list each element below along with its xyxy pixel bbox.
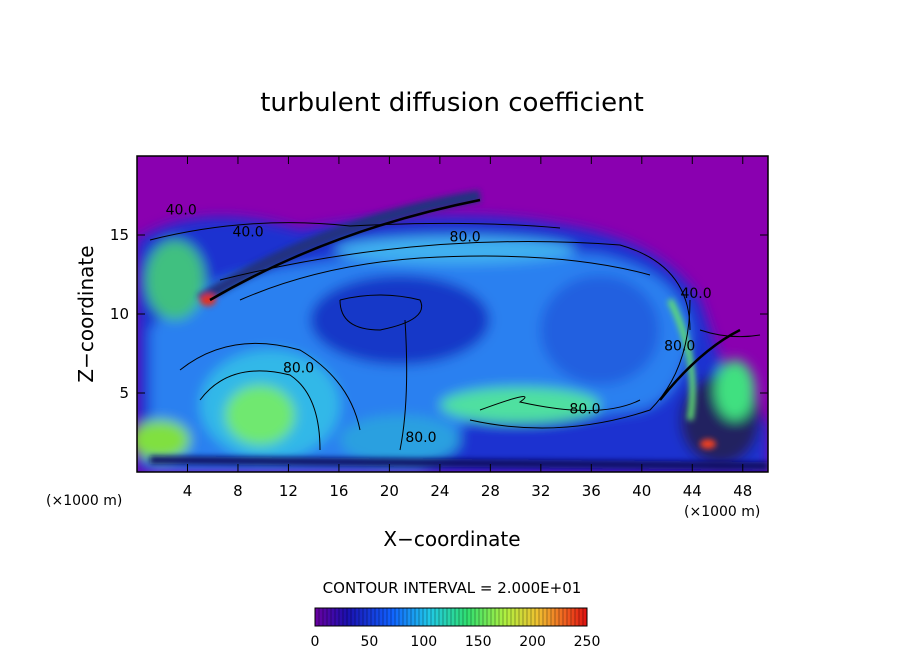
heatmap-field — [137, 156, 768, 472]
x-tick-label: 8 — [233, 482, 243, 500]
y-tick-label: 5 — [119, 384, 129, 402]
contour-label: 80.0 — [450, 229, 481, 245]
x-axis-label: X−coordinate — [383, 527, 520, 551]
x-tick-label: 20 — [380, 482, 399, 500]
x-tick-label: 4 — [183, 482, 193, 500]
x-tick-label: 36 — [582, 482, 601, 500]
contour-label: 80.0 — [664, 338, 695, 354]
x-tick-label: 24 — [430, 482, 449, 500]
colorbar-tick-label: 250 — [574, 634, 601, 650]
x-tick-label: 16 — [329, 482, 348, 500]
x-unit-left: (×1000 m) — [46, 493, 122, 509]
colorbar-tick-label: 150 — [465, 634, 492, 650]
y-tick-label: 15 — [110, 226, 129, 244]
contour-label: 80.0 — [405, 430, 436, 446]
colorbar-tick-label: 200 — [519, 634, 546, 650]
x-tick-label: 12 — [279, 482, 298, 500]
contour-label: 80.0 — [283, 360, 314, 376]
chart-title: turbulent diffusion coefficient — [260, 88, 644, 118]
contour-label: 80.0 — [569, 402, 600, 418]
colorbar-tick-label: 0 — [311, 634, 320, 650]
contour-label: 40.0 — [166, 202, 197, 218]
y-axis-label: Z−coordinate — [74, 245, 98, 382]
x-unit-right: (×1000 m) — [684, 504, 760, 520]
colorbar-tick-label: 100 — [410, 634, 437, 650]
x-tick-label: 28 — [481, 482, 500, 500]
x-tick-label: 48 — [733, 482, 752, 500]
contour-label: 40.0 — [232, 225, 263, 241]
y-tick-label: 10 — [110, 305, 129, 323]
colorbar-stripes — [314, 608, 588, 626]
x-tick-label: 32 — [531, 482, 550, 500]
contour-label: 40.0 — [680, 286, 711, 302]
contour-interval-text: CONTOUR INTERVAL = 2.000E+01 — [323, 579, 582, 597]
colorbar-tick-label: 50 — [360, 634, 378, 650]
x-tick-label: 40 — [632, 482, 651, 500]
x-tick-label: 44 — [683, 482, 702, 500]
